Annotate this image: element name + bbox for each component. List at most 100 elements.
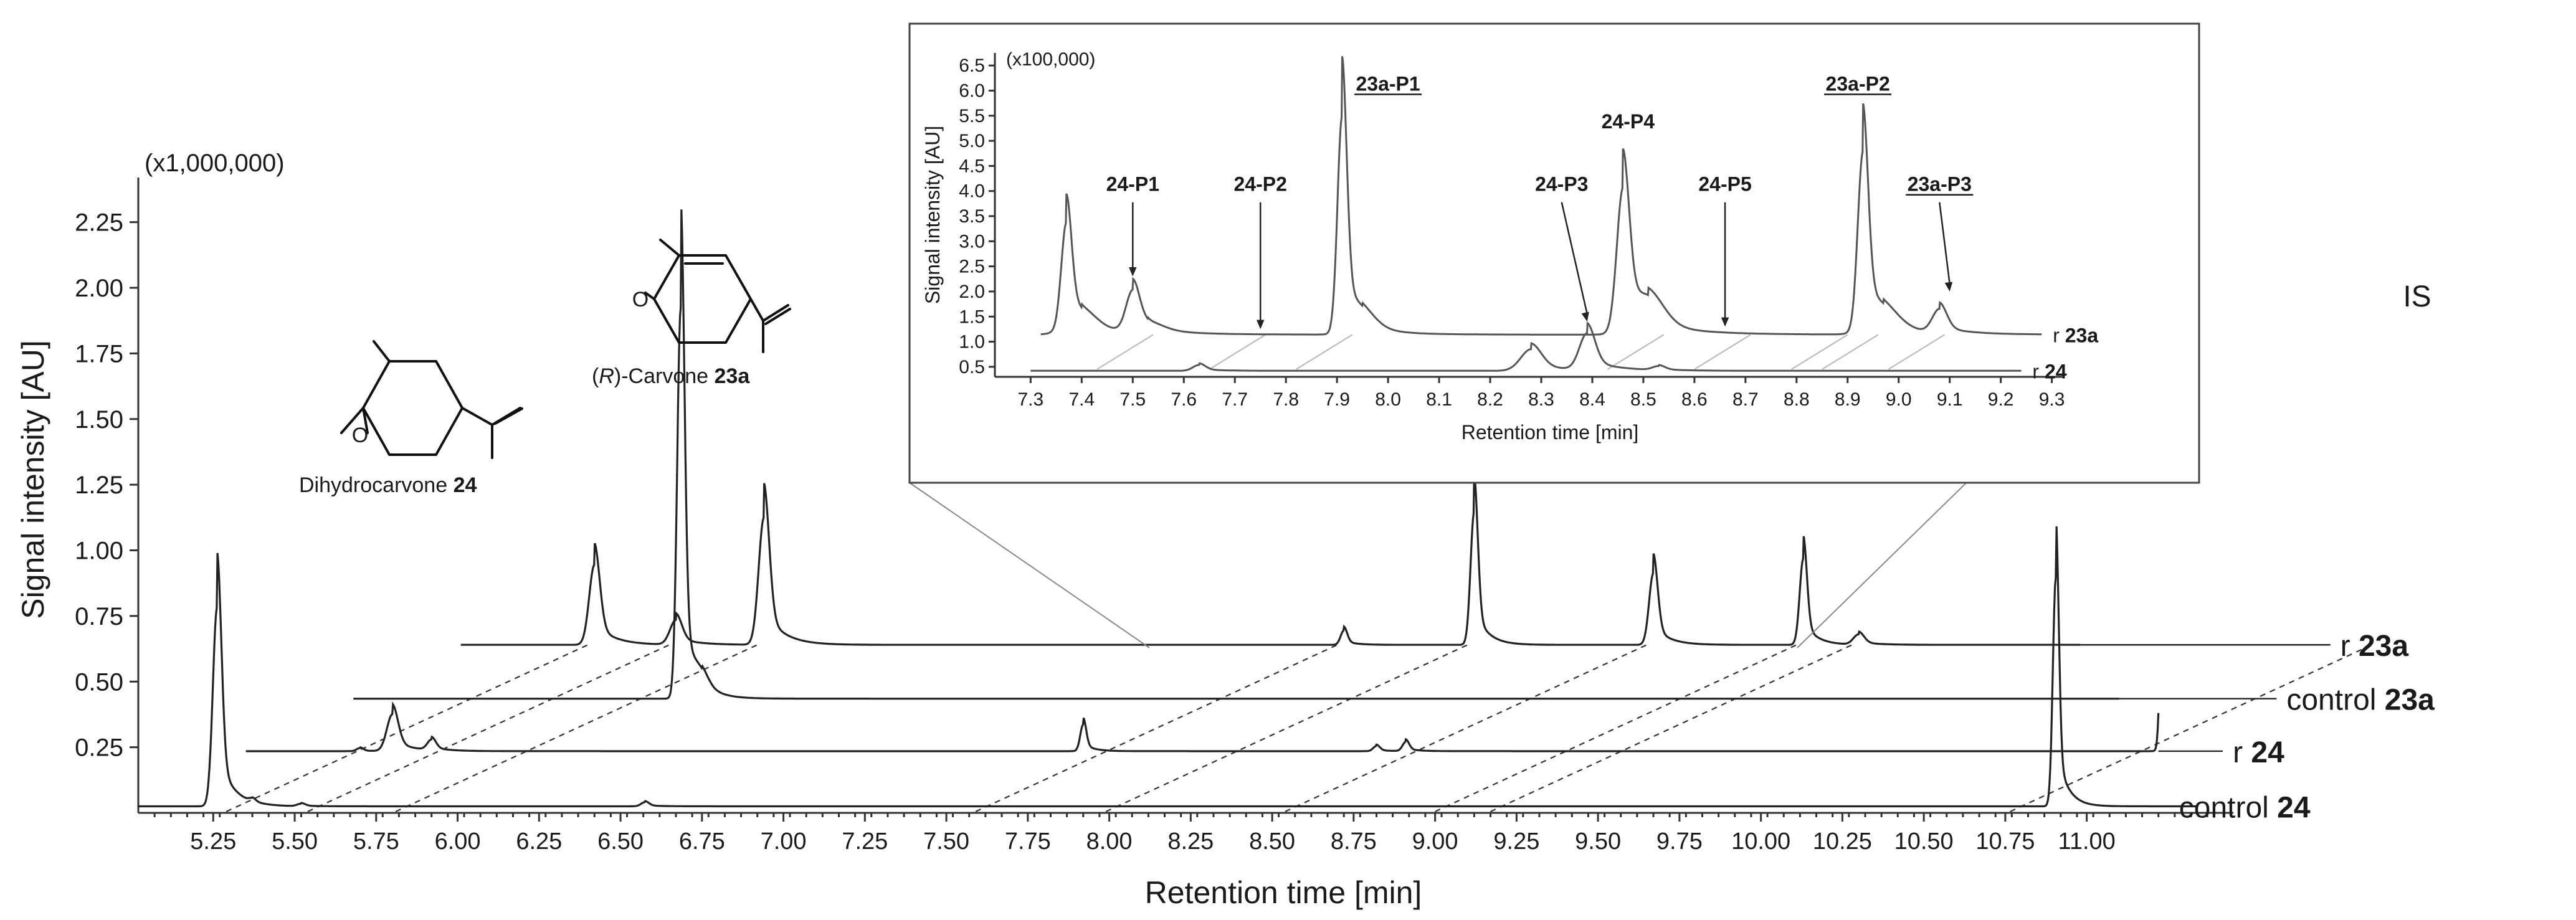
main-series-label: r 23a [2341, 630, 2409, 663]
inset-offset-guide [1888, 334, 1946, 370]
main-x-tick-label: 7.00 [761, 828, 807, 855]
inset-x-tick-label: 8.5 [1630, 389, 1656, 410]
main-x-tick-label: 5.75 [353, 828, 399, 855]
main-offset-guide [395, 644, 758, 812]
main-y-tick-label: 0.50 [75, 668, 123, 696]
inset-y-tick-label: 2.0 [959, 282, 985, 302]
inset-x-tick-label: 8.0 [1375, 389, 1401, 410]
main-x-tick-label: 8.75 [1331, 828, 1377, 855]
main-trace-series [138, 526, 2198, 808]
inset-peak-label: 23a-P2 [1826, 72, 1890, 95]
inset-y-multiplier: (x100,000) [1006, 49, 1095, 70]
main-y-tick-label: 0.75 [75, 603, 123, 630]
main-x-tick-label: 9.25 [1493, 828, 1539, 855]
inset-x-tick-label: 8.6 [1681, 389, 1708, 410]
inset-peak-label: 24-P4 [1602, 110, 1655, 133]
svg-text:O: O [632, 288, 649, 311]
main-y-tick-label: 1.75 [75, 340, 123, 368]
inset-x-tick-label: 7.9 [1324, 389, 1350, 410]
main-y-tick-label: 1.25 [75, 472, 123, 499]
inset-offset-guide [1096, 334, 1154, 370]
inset-trace-series [1030, 321, 2022, 372]
inset-chart: 0.51.01.52.02.53.03.54.04.55.05.56.06.5 … [908, 22, 2200, 484]
main-offset-guide [2010, 644, 2372, 812]
carvone-structure: O (R)-Carvone 23a [592, 239, 791, 388]
inset-y-axis-label: Signal intensity [AU] [921, 126, 944, 304]
inset-y-tick-label: 5.0 [959, 131, 985, 151]
inset-y-tick-label: 4.0 [959, 181, 985, 202]
inset-x-tick-label: 8.7 [1732, 389, 1759, 410]
inset-peak-arrow [1561, 202, 1588, 315]
inset-peak-arrowhead [1721, 317, 1729, 327]
dihydrocarvone-caption: Dihydrocarvone 24 [299, 473, 477, 497]
main-x-tick-label: 11.00 [2058, 828, 2116, 855]
main-series-label: control 23a [2286, 684, 2435, 717]
inset-y-tick-label: 5.5 [959, 106, 985, 126]
inset-x-tick-label: 8.8 [1784, 389, 1810, 410]
inset-y-tick-label: 6.0 [959, 80, 985, 101]
inset-offset-guide [1607, 334, 1665, 370]
inset-offset-guide [1791, 334, 1848, 370]
main-series-label: control 24 [2179, 791, 2311, 824]
inset-y-tick-label: 2.5 [959, 257, 985, 277]
inset-peak-label: 24-P2 [1234, 173, 1287, 196]
main-x-tick-label: 10.50 [1894, 828, 1954, 855]
inset-x-tick-label: 8.9 [1835, 389, 1861, 410]
main-trace-series [460, 474, 2081, 646]
main-x-tick-label: 9.75 [1656, 828, 1703, 855]
inset-offset-guide [1822, 334, 1879, 370]
inset-x-tick-label: 7.3 [1018, 389, 1044, 410]
inset-peak-label: 23a-P3 [1908, 173, 1972, 196]
inset-series-label: r 23a [2053, 324, 2098, 346]
main-x-tick-label: 10.25 [1813, 828, 1872, 855]
inset-x-tick-label: 7.5 [1119, 389, 1146, 410]
main-x-tick-label: 8.50 [1249, 828, 1295, 855]
inset-y-tick-label: 6.5 [959, 55, 985, 76]
main-x-tick-label: 10.75 [1975, 828, 2035, 855]
main-offset-guide [1435, 644, 1797, 812]
main-y-axis-label: Signal intensity [AU] [16, 340, 50, 619]
main-x-tick-label: 5.50 [272, 828, 318, 855]
is-label: IS [2403, 280, 2431, 313]
main-x-axis-label: Retention time [min] [1145, 875, 1422, 910]
inset-offset-guide [1694, 334, 1751, 370]
main-offset-guide [307, 644, 670, 812]
carvone-caption: (R)-Carvone 23a [592, 364, 750, 388]
main-x-tick-label: 9.00 [1412, 828, 1458, 855]
main-x-tick-label: 10.00 [1731, 828, 1790, 855]
inset-offset-guide [1209, 334, 1266, 370]
inset-y-tick-label: 1.5 [959, 306, 985, 327]
main-x-tick-label: 9.50 [1575, 828, 1621, 855]
main-y-tick-label: 2.25 [75, 209, 123, 237]
inset-offset-guides [1096, 334, 1946, 370]
inset-peak-arrowhead [1944, 282, 1953, 292]
inset-x-tick-label: 8.2 [1477, 389, 1503, 410]
inset-peak-label: 24-P1 [1106, 173, 1159, 196]
main-x-tick-label: 7.75 [1005, 828, 1051, 855]
inset-x-tick-label: 9.0 [1886, 389, 1912, 410]
main-y-tick-label: 1.50 [75, 406, 123, 434]
main-x-ticks: 5.25 5.50 5.75 6.00 6.25 6.50 6.75 7.00 7.25 7.50… [153, 813, 2225, 855]
svg-text:O: O [352, 424, 368, 447]
inset-x-tick-label: 8.3 [1528, 389, 1554, 410]
inset-y-tick-label: 4.5 [959, 156, 985, 176]
inset-x-tick-label: 9.2 [1988, 389, 2014, 410]
main-x-tick-label: 5.25 [190, 828, 236, 855]
inset-x-tick-label: 8.1 [1426, 389, 1452, 410]
main-trace-series [353, 209, 2119, 700]
inset-x-axis-label: Retention time [min] [1461, 421, 1639, 443]
inset-x-tick-label: 7.4 [1068, 389, 1095, 410]
main-x-tick-label: 6.50 [597, 828, 644, 855]
inset-offset-guide [1295, 334, 1353, 370]
inset-series-labels: r 24 r 23a [2032, 324, 2098, 382]
main-x-tick-label: 6.75 [679, 828, 725, 855]
main-offset-guide [1285, 644, 1648, 812]
inset-x-ticks: 7.3 7.4 7.5 7.6 7.7 7.8 7.9 8.0 8.1 8.2 8.3 8.4 8.5 8… [1018, 377, 2065, 410]
inset-x-tick-label: 7.8 [1273, 389, 1299, 410]
inset-x-tick-label: 7.7 [1222, 389, 1248, 410]
dihydrocarvone-structure: O Dihydrocarvone 24 [299, 340, 523, 497]
main-x-tick-label: 6.00 [435, 828, 481, 855]
main-x-tick-label: 7.50 [923, 828, 969, 855]
inset-y-ticks: 0.5 1.0 1.5 2.0 2.5 3.0 3.5 4.0 4.5 5.0 5.5 6.0 6.5 [959, 55, 995, 377]
